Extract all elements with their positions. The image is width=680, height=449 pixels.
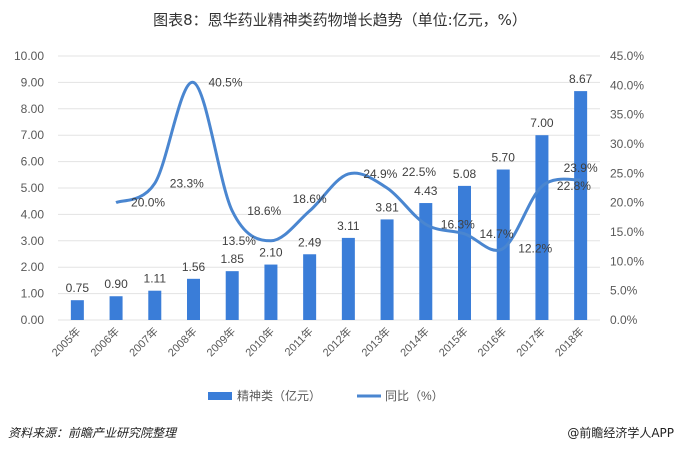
bar xyxy=(535,135,549,320)
x-axis-tick-label: 2010年 xyxy=(242,324,277,359)
line-data-label: 23.3% xyxy=(170,176,204,190)
legend-line-label: 同比（%） xyxy=(385,389,444,403)
left-axis-tick-label: 6.00 xyxy=(21,155,45,169)
line-data-label: 12.2% xyxy=(518,241,552,255)
x-axis-tick-label: 2012年 xyxy=(319,324,354,359)
line-data-label: 23.9% xyxy=(564,161,598,175)
bar-data-label: 7.00 xyxy=(530,116,554,130)
left-axis-tick-label: 3.00 xyxy=(21,234,45,248)
bar xyxy=(380,219,394,320)
right-axis-tick-label: 0.0% xyxy=(610,313,638,327)
left-axis-tick-label: 10.00 xyxy=(14,49,44,63)
x-axis-tick-label: 2005年 xyxy=(48,324,83,359)
bar xyxy=(419,203,433,320)
chart-title: 图表8：恩华药业精神类药物增长趋势（单位:亿元，%） xyxy=(153,11,527,29)
legend-bar-swatch xyxy=(208,392,232,400)
bar-data-label: 1.85 xyxy=(221,252,245,266)
line-data-label: 14.7% xyxy=(479,227,513,241)
bar-data-label: 8.67 xyxy=(569,72,593,86)
bar-data-label: 1.11 xyxy=(144,272,167,286)
bar xyxy=(70,300,84,320)
source-note: 资料来源：前瞻产业研究院整理 xyxy=(8,426,177,440)
bar xyxy=(225,271,239,320)
line-data-label: 22.8% xyxy=(557,179,591,193)
bar xyxy=(341,237,355,320)
right-axis-tick-label: 5.0% xyxy=(610,284,638,298)
line-data-label: 18.6% xyxy=(247,204,281,218)
line-data-label: 20.0% xyxy=(131,196,165,210)
right-axis-tick-label: 40.0% xyxy=(610,78,644,92)
x-axis-tick-label: 2009年 xyxy=(203,324,238,359)
left-axis-tick-label: 7.00 xyxy=(21,128,45,142)
x-axis-tick-label: 2018年 xyxy=(552,324,587,359)
line-data-label: 16.3% xyxy=(441,217,475,231)
line-data-label: 22.5% xyxy=(402,165,436,179)
bar-data-label: 2.10 xyxy=(259,246,283,260)
bar xyxy=(109,296,123,320)
bar xyxy=(574,91,588,320)
line-data-label: 18.6% xyxy=(293,192,327,206)
right-axis-tick-label: 25.0% xyxy=(610,166,644,180)
x-axis-tick-label: 2013年 xyxy=(358,324,393,359)
bar xyxy=(187,278,200,320)
left-axis-tick-label: 9.00 xyxy=(21,75,45,89)
bar xyxy=(303,254,317,320)
right-axis-tick-label: 30.0% xyxy=(610,137,644,151)
left-axis-tick-label: 4.00 xyxy=(21,207,45,221)
left-axis-tick-label: 0.00 xyxy=(21,313,45,327)
bar-data-label: 4.43 xyxy=(414,184,438,198)
bar-data-label: 5.70 xyxy=(492,151,516,165)
x-axis-tick-label: 2016年 xyxy=(474,324,509,359)
bar-data-label: 2.49 xyxy=(298,235,322,249)
line-data-label: 13.5% xyxy=(222,234,256,248)
x-axis-tick-label: 2014年 xyxy=(397,324,432,359)
x-axis-tick-label: 2017年 xyxy=(513,324,548,359)
right-axis-tick-label: 45.0% xyxy=(610,49,644,63)
bar-data-label: 1.56 xyxy=(182,260,206,274)
right-axis-tick-label: 35.0% xyxy=(610,108,644,122)
left-axis-tick-label: 5.00 xyxy=(21,181,45,195)
right-axis-tick-label: 20.0% xyxy=(610,196,644,210)
bar-data-label: 3.11 xyxy=(337,219,360,233)
bar-data-label: 5.08 xyxy=(453,167,477,181)
brand-credit: @前瞻经济学人APP xyxy=(567,426,674,440)
bar xyxy=(264,264,278,320)
line-data-label: 40.5% xyxy=(208,75,242,89)
line-data-label: 24.9% xyxy=(363,167,397,181)
bar-data-label: 0.90 xyxy=(104,277,128,291)
growth-line xyxy=(115,80,581,252)
right-axis-tick-label: 10.0% xyxy=(610,254,644,268)
legend-bar-label: 精神类（亿元） xyxy=(237,388,321,403)
right-axis-tick-label: 15.0% xyxy=(610,225,644,239)
bar xyxy=(458,185,471,320)
left-axis-tick-label: 1.00 xyxy=(21,287,45,301)
x-axis-tick-label: 2008年 xyxy=(165,324,200,359)
x-axis-tick-label: 2011年 xyxy=(281,324,315,358)
x-axis-tick-label: 2007年 xyxy=(126,324,161,359)
bar xyxy=(496,169,510,320)
x-axis-tick-label: 2015年 xyxy=(436,324,471,359)
left-axis-tick-label: 8.00 xyxy=(21,102,45,116)
bar xyxy=(148,290,162,320)
left-axis-tick-label: 2.00 xyxy=(21,260,45,274)
x-axis-tick-label: 2006年 xyxy=(87,324,122,359)
bar-data-label: 0.75 xyxy=(66,281,90,295)
bar-data-label: 3.81 xyxy=(375,200,399,214)
